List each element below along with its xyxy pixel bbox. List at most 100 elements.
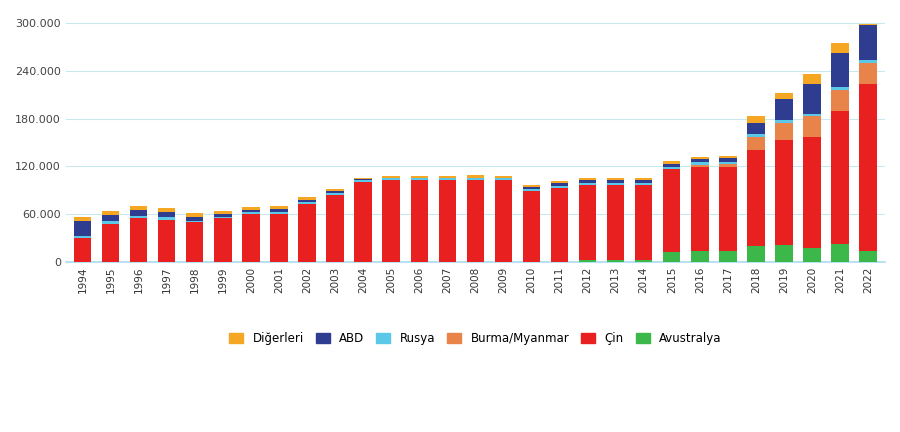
Bar (130, 206, 148, 210)
Bar (832, 87, 849, 90)
Bar (860, 25, 877, 60)
Bar (635, 178, 652, 180)
Bar (130, 218, 148, 262)
Bar (523, 189, 540, 191)
Bar (579, 178, 597, 180)
Bar (130, 216, 148, 218)
Bar (270, 210, 288, 212)
Bar (298, 197, 316, 200)
Bar (102, 221, 120, 224)
Bar (102, 224, 120, 262)
Bar (860, 60, 877, 63)
Bar (495, 175, 512, 178)
Bar (242, 214, 259, 262)
Bar (804, 248, 821, 262)
Bar (775, 140, 793, 245)
Bar (607, 183, 625, 184)
Bar (214, 211, 231, 214)
Bar (832, 43, 849, 53)
Bar (691, 159, 708, 162)
Bar (158, 220, 176, 262)
Bar (523, 191, 540, 262)
Bar (467, 180, 484, 262)
Bar (186, 213, 203, 216)
Bar (355, 178, 372, 179)
Bar (775, 99, 793, 120)
Bar (832, 111, 849, 245)
Bar (355, 182, 372, 262)
Bar (214, 216, 231, 218)
Bar (747, 123, 765, 134)
Bar (467, 175, 484, 178)
Bar (804, 137, 821, 248)
Bar (832, 90, 849, 111)
Bar (691, 167, 708, 251)
Bar (74, 236, 91, 238)
Bar (775, 93, 793, 99)
Bar (298, 200, 316, 202)
Bar (158, 208, 176, 212)
Bar (804, 116, 821, 137)
Bar (298, 204, 316, 262)
Bar (298, 202, 316, 204)
Bar (214, 214, 231, 216)
Bar (410, 180, 428, 262)
Bar (747, 150, 765, 246)
Bar (691, 165, 708, 167)
Bar (804, 74, 821, 84)
Bar (270, 214, 288, 262)
Bar (804, 114, 821, 116)
Bar (579, 260, 597, 262)
Bar (719, 251, 736, 262)
Bar (327, 190, 344, 191)
Bar (607, 184, 625, 260)
Bar (327, 195, 344, 262)
Bar (551, 181, 568, 183)
Bar (691, 162, 708, 165)
Bar (747, 116, 765, 123)
Bar (775, 123, 793, 140)
Bar (607, 180, 625, 183)
Bar (663, 164, 680, 167)
Bar (327, 193, 344, 195)
Bar (158, 217, 176, 220)
Bar (663, 169, 680, 252)
Bar (691, 251, 708, 262)
Bar (130, 210, 148, 216)
Bar (747, 246, 765, 262)
Bar (355, 180, 372, 182)
Bar (860, 251, 877, 262)
Bar (523, 185, 540, 187)
Bar (74, 220, 91, 236)
Bar (747, 134, 765, 137)
Bar (242, 212, 259, 214)
Bar (663, 161, 680, 164)
Bar (551, 188, 568, 262)
Bar (270, 212, 288, 214)
Bar (214, 218, 231, 262)
Bar (719, 164, 736, 167)
Bar (495, 180, 512, 262)
Bar (551, 186, 568, 188)
Bar (635, 184, 652, 260)
Bar (102, 215, 120, 221)
Bar (860, 83, 877, 251)
Bar (860, 63, 877, 83)
Bar (860, 24, 877, 25)
Bar (382, 180, 400, 262)
Bar (579, 183, 597, 184)
Bar (242, 210, 259, 212)
Bar (410, 178, 428, 180)
Bar (410, 176, 428, 178)
Bar (832, 245, 849, 262)
Bar (495, 178, 512, 180)
Legend: Diğerleri, ABD, Rusya, Burma/Myanmar, Çin, Avustralya: Diğerleri, ABD, Rusya, Burma/Myanmar, Çi… (224, 327, 726, 350)
Bar (635, 260, 652, 262)
Bar (438, 178, 456, 180)
Bar (775, 245, 793, 262)
Bar (186, 222, 203, 262)
Bar (74, 216, 91, 220)
Bar (382, 176, 400, 178)
Bar (663, 252, 680, 262)
Bar (719, 167, 736, 251)
